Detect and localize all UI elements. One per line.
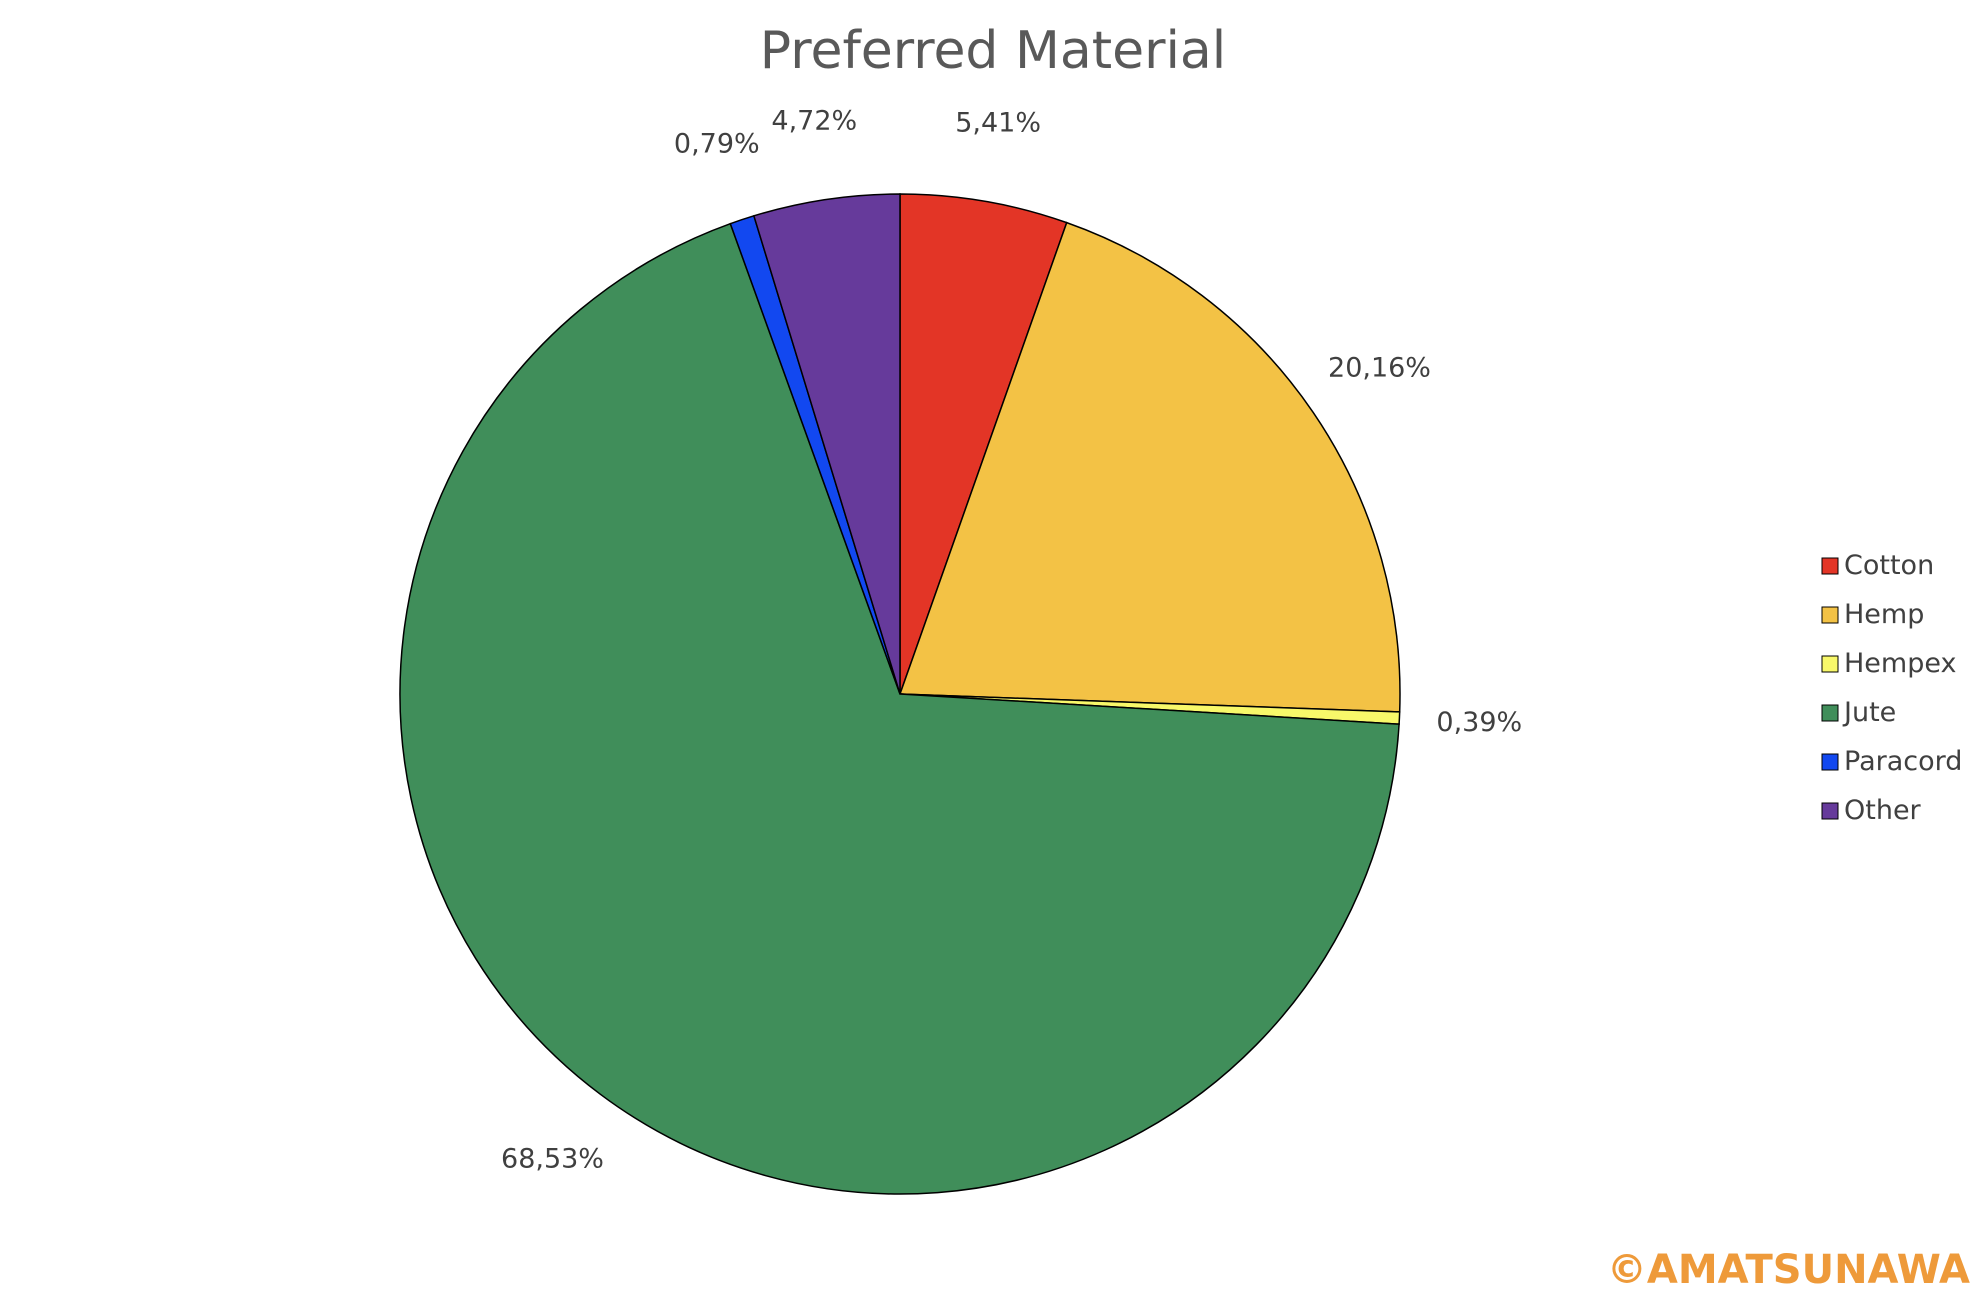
watermark: ©AMATSUNAWA: [1607, 1247, 1970, 1293]
legend-swatch-paracord: [1821, 753, 1839, 771]
legend-swatch-jute: [1821, 704, 1839, 722]
pie-slice-other: [752, 193, 901, 695]
legend-item-paracord: Paracord: [1821, 746, 1962, 777]
legend-label-paracord: Paracord: [1844, 746, 1962, 777]
legend-swatch-cotton: [1821, 557, 1839, 575]
legend-item-jute: Jute: [1821, 697, 1896, 728]
legend-label-jute: Jute: [1842, 697, 1896, 728]
legend-item-other: Other: [1821, 795, 1922, 826]
legend-swatch-other: [1821, 802, 1839, 820]
data-label-cotton: 5,41%: [955, 107, 1041, 138]
legend: Cotton Hemp Hempex Jute Paracord Other: [1821, 550, 1962, 826]
legend-swatch-hempex: [1821, 655, 1839, 673]
legend-label-other: Other: [1844, 795, 1922, 826]
legend-label-cotton: Cotton: [1844, 550, 1934, 581]
pie-slice-hemp: [898, 221, 1401, 713]
legend-item-hempex: Hempex: [1821, 648, 1956, 679]
legend-item-cotton: Cotton: [1821, 550, 1934, 581]
data-label-hemp: 20,16%: [1328, 353, 1431, 384]
pie-slice-jute: [399, 222, 1400, 1195]
data-label-jute: 68,53%: [501, 1143, 604, 1174]
data-label-hempex: 0,39%: [1436, 707, 1522, 738]
slice-labels: 5,41% 20,16% 0,39% 68,53% 0,79% 4,72%: [501, 105, 1522, 1174]
legend-swatch-hemp: [1821, 606, 1839, 624]
chart-title: Preferred Material: [760, 21, 1226, 81]
data-label-other: 4,72%: [771, 105, 857, 136]
pie-slices: [399, 193, 1401, 1195]
legend-item-hemp: Hemp: [1821, 599, 1924, 630]
legend-label-hempex: Hempex: [1844, 648, 1956, 679]
data-label-paracord: 0,79%: [674, 129, 760, 160]
legend-label-hemp: Hemp: [1844, 599, 1924, 630]
pie-slice-cotton: [899, 193, 1068, 695]
